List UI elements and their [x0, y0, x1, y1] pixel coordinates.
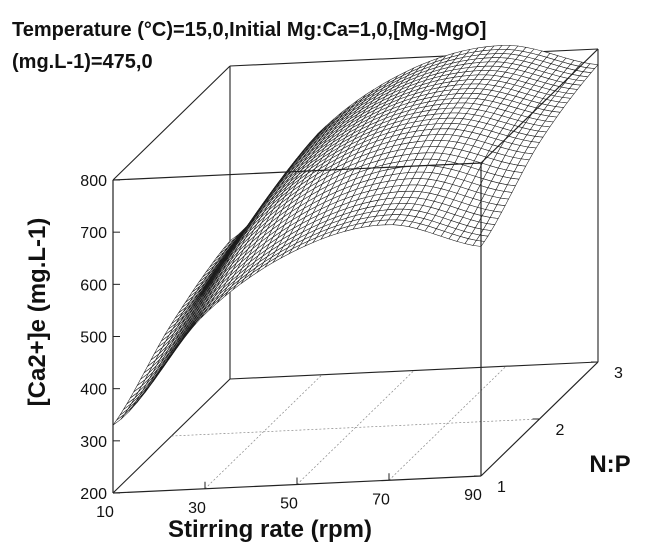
y-axis-title: N:P: [589, 451, 630, 478]
frame-edge: [112, 65, 231, 181]
z-tick-label: 500: [80, 330, 107, 347]
z-tick-label: 700: [80, 225, 107, 242]
z-tick-label: 800: [80, 173, 107, 190]
z-tick-label: 600: [80, 277, 107, 294]
y-tick-label: 2: [556, 422, 565, 439]
x-tick-label: 70: [372, 491, 390, 508]
z-tick-label: 200: [80, 486, 107, 503]
y-tick-label: 1: [497, 479, 506, 496]
x-tick-label: 90: [464, 487, 482, 504]
chart-title-line-2: (mg.L-1)=475,0: [12, 51, 153, 73]
frame-edge: [229, 361, 599, 380]
surface-cell: [112, 414, 125, 426]
x-tick-label: 30: [188, 500, 206, 517]
frame-edge: [480, 48, 599, 164]
chart-title-line-1: Temperature (°C)=15,0,Initial Mg:Ca=1,0,…: [12, 19, 486, 41]
y-tick-label: 3: [614, 365, 623, 382]
z-tick-label: 400: [80, 382, 107, 399]
x-tick-label: 10: [96, 504, 114, 521]
surface-cell: [116, 408, 129, 421]
z-tick-label: 300: [80, 434, 107, 451]
frame-edge: [112, 162, 482, 181]
x-axis-title: Stirring rate (rpm): [168, 516, 372, 543]
z-axis-title: [Ca2+]e (mg.L-1): [24, 218, 51, 407]
tick-labels: 200 300 400 500 600 700 800 10 30 50 70 90 1 2 3: [80, 173, 623, 521]
x-tick-label: 50: [280, 496, 298, 513]
floor-grid-line: [171, 418, 540, 437]
response-surface: [112, 45, 599, 426]
floor-grid: [171, 365, 540, 490]
